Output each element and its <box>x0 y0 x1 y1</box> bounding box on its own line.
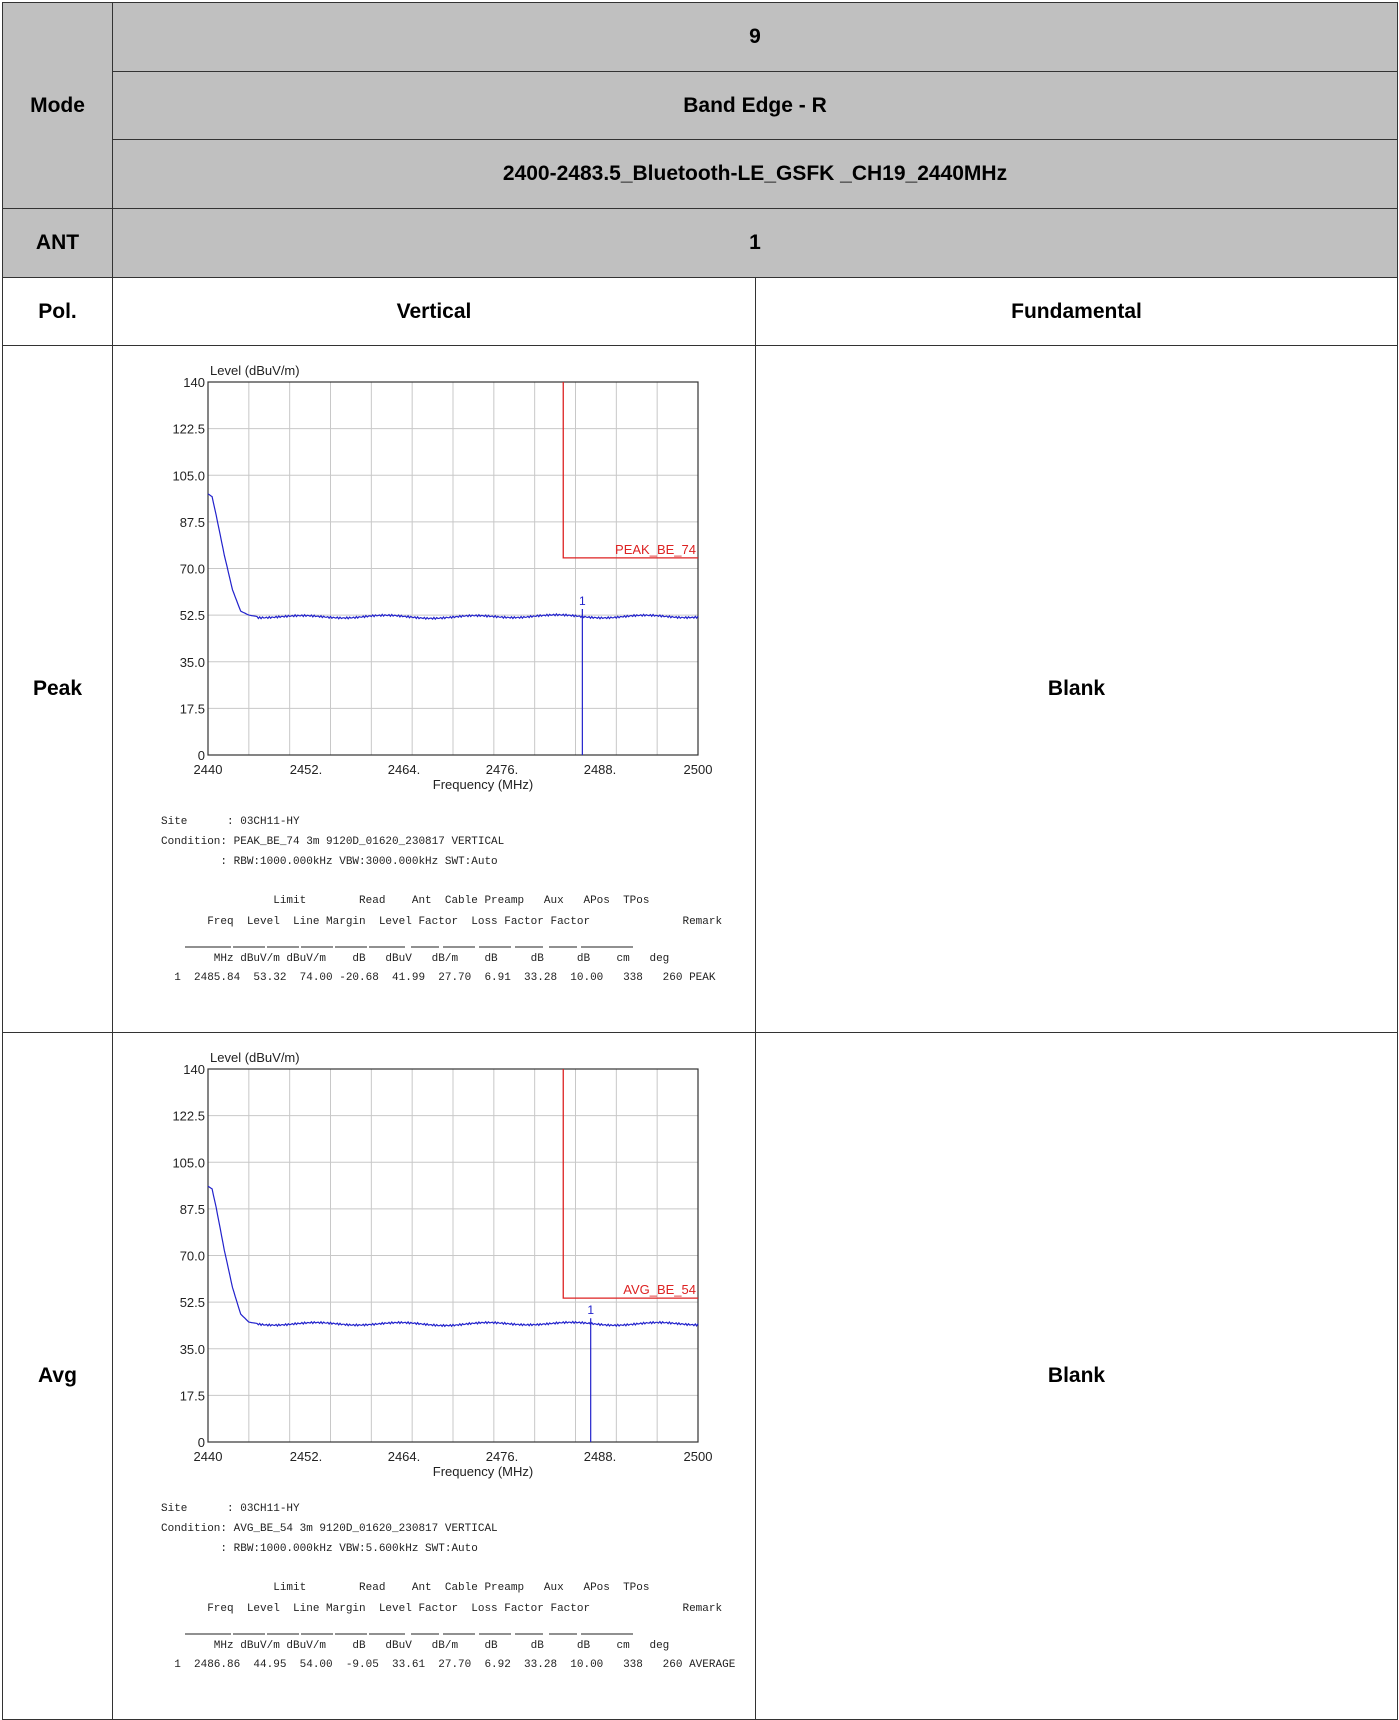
report-site: Site : 03CH11-HY <box>161 816 300 828</box>
pol-label: Pol. <box>2 277 113 346</box>
y-tick-label: 35.0 <box>180 1342 205 1357</box>
ant-value: 1 <box>112 208 1398 278</box>
x-tick-label: 2488. <box>584 1449 617 1464</box>
y-tick-label: 87.5 <box>180 1202 205 1217</box>
report-settings: : RBW:1000.000kHz VBW:5.600kHz SWT:Auto <box>161 1543 478 1555</box>
x-tick-label: 2500 <box>684 762 713 777</box>
pol-value: Vertical <box>112 277 756 346</box>
x-axis-label: Frequency (MHz) <box>433 777 533 792</box>
y-tick-label: 70.0 <box>180 1249 205 1264</box>
report-settings: : RBW:1000.000kHz VBW:3000.000kHz SWT:Au… <box>161 856 498 868</box>
peak-plot-cell: 0 17.5 35.0 52.5 70.0 87.5 105.0 122.5 140 2440 24… <box>112 345 756 1033</box>
report-condition: Condition: AVG_BE_54 3m 9120D_01620_2308… <box>161 1523 498 1535</box>
x-tick-label: 2476. <box>486 762 519 777</box>
row-label-avg: Avg <box>2 1032 113 1720</box>
report-condition: Condition: PEAK_BE_74 3m 9120D_01620_230… <box>161 836 504 848</box>
y-tick-label: 140 <box>183 375 205 390</box>
x-tick-label: 2476. <box>486 1449 519 1464</box>
y-tick-label: 122.5 <box>172 422 205 437</box>
limit-label: AVG_BE_54 <box>623 1282 696 1297</box>
x-tick-label: 2452. <box>290 762 323 777</box>
report-hdr1: Limit Read Ant Cable Preamp Aux APos TPo… <box>161 895 649 907</box>
avg-plot: 0 17.5 35.0 52.5 70.0 87.5 105.0 122.5 140 2440 24… <box>161 1050 736 1671</box>
y-tick-label: 17.5 <box>180 1388 205 1403</box>
y-tick-label: 87.5 <box>180 515 205 530</box>
marker-label: 1 <box>579 594 586 608</box>
x-tick-label: 2500 <box>684 1449 713 1464</box>
fundamental-label: Fundamental <box>755 277 1398 346</box>
plot-frame <box>207 1068 699 1443</box>
y-tick-label: 0 <box>198 1435 205 1450</box>
y-tick-label: 52.5 <box>180 1295 205 1310</box>
mode-value-number: 9 <box>112 2 1398 72</box>
y-tick-label: 122.5 <box>172 1109 205 1124</box>
y-tick-label: 52.5 <box>180 608 205 623</box>
limit-line <box>562 382 698 559</box>
report-hdr1: Limit Read Ant Cable Preamp Aux APos TPo… <box>161 1582 649 1594</box>
report-hdr2: Freq Level Line Margin Level Factor Loss… <box>161 1603 722 1615</box>
peak-blank: Blank <box>755 345 1398 1033</box>
row-label-peak: Peak <box>2 345 113 1033</box>
report-data: 1 2485.84 53.32 74.00 -20.68 41.99 27.70… <box>161 972 716 984</box>
trace-line <box>207 1185 699 1328</box>
x-tick-label: 2440 <box>194 1449 223 1464</box>
marker-label: 1 <box>587 1303 594 1317</box>
y-tick-label: 105.0 <box>172 1155 205 1170</box>
y-tick-label: 17.5 <box>180 701 205 716</box>
report-site: Site : 03CH11-HY <box>161 1503 300 1515</box>
y-tick-label: 140 <box>183 1062 205 1077</box>
avg-plot-cell: 0 17.5 35.0 52.5 70.0 87.5 105.0 122.5 140 2440 24… <box>112 1032 756 1720</box>
x-tick-label: 2464. <box>388 762 421 777</box>
y-axis-label: Level (dBuV/m) <box>210 1050 300 1065</box>
x-tick-label: 2440 <box>194 762 223 777</box>
y-tick-label: 0 <box>198 748 205 763</box>
report-units: MHz dBuV/m dBuV/m dB dBuV dB/m dB dB dB … <box>161 953 669 965</box>
plot-frame <box>207 381 699 756</box>
limit-label: PEAK_BE_74 <box>615 542 696 557</box>
report-data: 1 2486.86 44.95 54.00 -9.05 33.61 27.70 … <box>161 1659 736 1671</box>
ant-label: ANT <box>2 208 113 278</box>
y-axis-label: Level (dBuV/m) <box>210 363 300 378</box>
mode-value-band-edge: Band Edge - R <box>112 71 1398 140</box>
y-tick-label: 105.0 <box>172 468 205 483</box>
x-tick-label: 2464. <box>388 1449 421 1464</box>
x-tick-label: 2452. <box>290 1449 323 1464</box>
x-axis-label: Frequency (MHz) <box>433 1464 533 1479</box>
peak-plot: 0 17.5 35.0 52.5 70.0 87.5 105.0 122.5 140 2440 24… <box>161 363 722 984</box>
mode-label: Mode <box>2 2 113 209</box>
y-tick-label: 70.0 <box>180 562 205 577</box>
x-tick-label: 2488. <box>584 762 617 777</box>
report-units: MHz dBuV/m dBuV/m dB dBuV dB/m dB dB dB … <box>161 1640 669 1652</box>
mode-value-channel: 2400-2483.5_Bluetooth-LE_GSFK _CH19_2440… <box>112 139 1398 209</box>
limit-line <box>562 1069 698 1299</box>
avg-blank: Blank <box>755 1032 1398 1720</box>
trace-line <box>207 493 699 621</box>
y-tick-label: 35.0 <box>180 655 205 670</box>
report-hdr2: Freq Level Line Margin Level Factor Loss… <box>161 916 722 928</box>
